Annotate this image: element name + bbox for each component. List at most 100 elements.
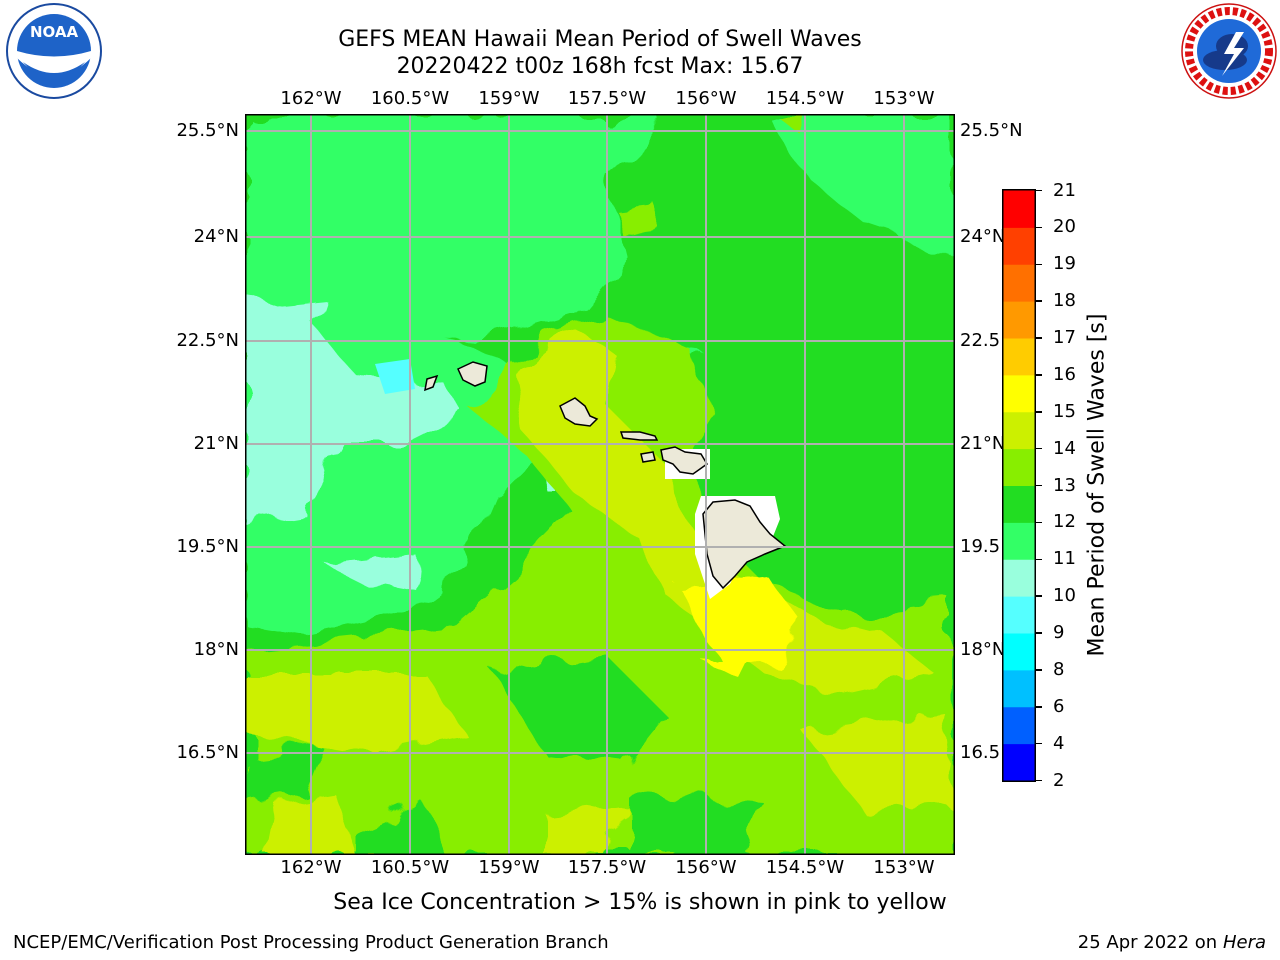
colorbar-tick-label: 21 (1053, 179, 1076, 201)
colorbar-tick-label: 19 (1053, 253, 1076, 275)
colorbar-swatch (1003, 264, 1035, 302)
colorbar-tick-label: 4 (1053, 732, 1065, 754)
field-11-12-south (245, 654, 765, 855)
y-tick-left: 19.5°N (176, 536, 239, 557)
colorbar-tick-label: 6 (1053, 695, 1065, 717)
field-8-9 (375, 359, 415, 394)
colorbar-tick-mark (1036, 411, 1042, 413)
colorbar-swatch (1003, 190, 1035, 228)
colorbar-tick-mark (1036, 558, 1042, 560)
y-tick-right: 24°N (960, 226, 1006, 247)
noaa-logo: NOAA (6, 3, 102, 99)
x-tick-bottom: 154.5°W (765, 857, 845, 878)
y-tick-left: 21°N (193, 433, 239, 454)
y-tick-left: 18°N (193, 639, 239, 660)
colorbar-swatch (1003, 559, 1035, 597)
colorbar-swatch (1003, 485, 1035, 523)
colorbar-tick-label: 13 (1053, 474, 1076, 496)
colorbar-tick-label: 8 (1053, 658, 1065, 680)
footer-date-text: 25 Apr 2022 on (1077, 932, 1223, 953)
colorbar-tick-mark (1036, 669, 1042, 671)
x-tick-bottom: 162°W (280, 857, 342, 878)
y-tick-right: 16.5 (960, 742, 1001, 763)
colorbar-swatch (1003, 706, 1035, 745)
colorbar-tick-mark (1036, 706, 1042, 708)
colorbar-tick-label: 11 (1053, 548, 1076, 570)
colorbar (1002, 189, 1036, 782)
colorbar-tick-label: 2 (1053, 769, 1065, 791)
colorbar-tick-label: 14 (1053, 437, 1076, 459)
y-tick-left: 16.5°N (176, 742, 239, 763)
niihau-island (424, 374, 439, 392)
x-tick-bottom: 156°W (675, 857, 737, 878)
colorbar-swatch (1003, 522, 1035, 560)
colorbar-tick-mark (1036, 632, 1042, 634)
colorbar-tick-mark (1036, 374, 1042, 376)
x-tick-bottom: 153°W (873, 857, 935, 878)
x-tick-top: 157.5°W (567, 88, 647, 109)
colorbar-tick-label: 9 (1053, 622, 1065, 643)
y-tick-right: 19.5 (960, 536, 1001, 557)
x-tick-top: 160.5°W (370, 88, 450, 109)
chart-subtitle: 20220422 t00z 168h fcst Max: 15.67 (396, 54, 804, 79)
footer-host: Hera (1222, 932, 1266, 953)
y-tick-right: 18°N (960, 639, 1006, 660)
colorbar-tick-mark (1036, 189, 1042, 192)
lanai-island (640, 451, 656, 463)
oahu-island (559, 397, 599, 427)
colorbar-swatch (1003, 448, 1035, 486)
colorbar-tick-mark (1036, 447, 1042, 450)
colorbar-swatch (1003, 338, 1035, 376)
chart-title: GEFS MEAN Hawaii Mean Period of Swell Wa… (338, 27, 862, 52)
colorbar-tick-mark (1036, 263, 1042, 265)
colorbar-tick-mark (1036, 521, 1042, 524)
colorbar-swatch (1003, 743, 1035, 781)
colorbar-tick-mark (1036, 337, 1042, 339)
y-tick-left: 24°N (193, 226, 239, 247)
swell-period-map (245, 114, 955, 855)
y-tick-right: 25.5°N (960, 120, 1023, 141)
y-tick-left: 22.5°N (176, 330, 239, 351)
colorbar-tick-label: 15 (1053, 400, 1076, 422)
colorbar-swatch (1003, 301, 1035, 339)
maui-island (660, 446, 708, 475)
colorbar-tick-label: 18 (1053, 290, 1076, 312)
colorbar-tick-mark (1036, 779, 1042, 782)
field-14-15 (675, 574, 805, 674)
colorbar-swatch (1003, 633, 1035, 671)
colorbar-swatch (1003, 411, 1035, 450)
colorbar-tick-mark (1036, 226, 1042, 229)
y-tick-right: 21°N (960, 433, 1006, 454)
nws-logo (1181, 3, 1277, 99)
colorbar-tick-label: 10 (1053, 585, 1076, 607)
footer-credit: NCEP/EMC/Verification Post Processing Pr… (13, 932, 609, 953)
colorbar-tick-label: 16 (1053, 363, 1076, 385)
colorbar-tick-mark (1036, 300, 1042, 302)
colorbar-swatch (1003, 669, 1035, 708)
x-tick-top: 153°W (873, 88, 935, 109)
sea-ice-note: Sea Ice Concentration > 15% is shown in … (333, 890, 947, 915)
noaa-logo-text: NOAA (30, 23, 79, 41)
x-tick-top: 162°W (280, 88, 342, 109)
kauai-island (457, 361, 488, 387)
x-tick-bottom: 160.5°W (370, 857, 450, 878)
x-tick-bottom: 159°W (478, 857, 540, 878)
colorbar-tick-mark (1036, 484, 1042, 487)
colorbar-frame (1002, 189, 1036, 782)
colorbar-swatch (1003, 374, 1035, 413)
colorbar-tick-label: 17 (1053, 327, 1076, 348)
x-tick-top: 159°W (478, 88, 540, 109)
footer-date: 25 Apr 2022 on Hera (1078, 932, 1266, 953)
graticule (245, 114, 955, 855)
y-tick-right: 22.5 (960, 330, 1001, 351)
x-tick-bottom: 157.5°W (567, 857, 647, 878)
colorbar-tick-mark (1036, 742, 1042, 745)
x-tick-top: 156°W (675, 88, 737, 109)
colorbar-tick-label: 12 (1053, 511, 1076, 533)
colorbar-tick-label: 20 (1053, 216, 1076, 238)
colorbar-swatch (1003, 596, 1035, 634)
y-tick-left: 25.5°N (176, 120, 239, 141)
x-tick-top: 154.5°W (765, 88, 845, 109)
molokai-island (619, 431, 659, 441)
colorbar-label: Mean Period of Swell Waves [s] (1084, 313, 1110, 657)
